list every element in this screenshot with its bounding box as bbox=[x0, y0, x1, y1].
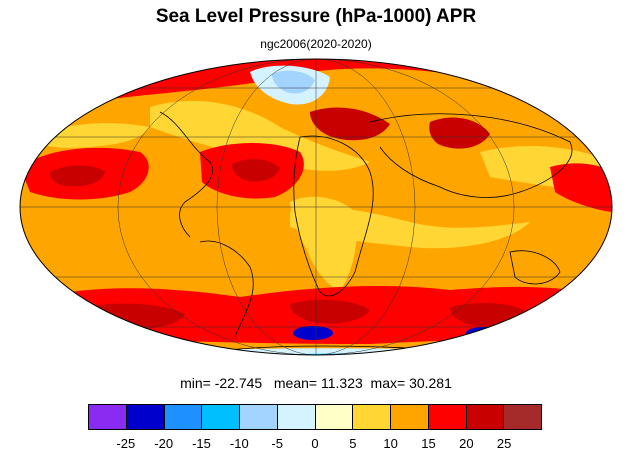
colorbar-swatch bbox=[466, 405, 505, 429]
colorbar-swatch bbox=[202, 405, 240, 429]
max-value: 30.281 bbox=[409, 375, 452, 391]
colorbar-swatch bbox=[126, 405, 165, 429]
colorbar-tick-label: 10 bbox=[383, 436, 398, 451]
colorbar-swatch bbox=[89, 405, 127, 429]
max-label: max= bbox=[370, 375, 406, 391]
colorbar-swatch bbox=[391, 405, 429, 429]
min-value: -22.745 bbox=[214, 375, 263, 391]
colorbar-tick-label: 5 bbox=[349, 436, 357, 451]
colorbar-swatch bbox=[353, 405, 391, 429]
colorbar-tick-label: 25 bbox=[496, 436, 512, 451]
stats-line: min= -22.745 mean= 11.323 max= 30.281 bbox=[0, 375, 632, 391]
colorbar-tick-label: -5 bbox=[271, 436, 283, 451]
west-pacific-high bbox=[550, 163, 612, 212]
colorbar-swatch bbox=[504, 405, 541, 429]
colorbar bbox=[88, 404, 542, 430]
north-atlantic-high-core bbox=[232, 159, 280, 182]
colorbar-tick-label: 0 bbox=[311, 436, 319, 451]
north-yellow-patch bbox=[150, 100, 370, 171]
southern-ocean-blue bbox=[210, 353, 510, 355]
colorbar-swatch bbox=[315, 405, 354, 429]
colorbar-tick-label: -10 bbox=[229, 436, 249, 451]
colorbar-ticks: -25 -20 -15 -10 -5 0 5 10 15 20 25 bbox=[88, 436, 542, 452]
mean-value: 11.323 bbox=[320, 375, 363, 391]
colorbar-swatch bbox=[428, 405, 467, 429]
colorbar-swatch bbox=[164, 405, 203, 429]
colorbar-tick-label: -25 bbox=[116, 436, 136, 451]
southern-low-core-1 bbox=[293, 326, 333, 340]
colorbar-swatch bbox=[240, 405, 278, 429]
mollweide-map bbox=[19, 58, 613, 356]
colorbar-tick-label: -20 bbox=[154, 436, 174, 451]
plot-subtitle: ngc2006(2020-2020) bbox=[260, 37, 372, 51]
min-label: min= bbox=[180, 375, 211, 391]
africa-yellow bbox=[290, 196, 357, 292]
south-atlantic-high-core bbox=[290, 299, 370, 324]
north-pacific-high-core bbox=[50, 165, 105, 187]
colorbar-tick-label: -15 bbox=[192, 436, 211, 451]
mean-label: mean= bbox=[273, 375, 318, 391]
colorbar-tick-label: 20 bbox=[459, 436, 474, 451]
map-border bbox=[19, 58, 613, 356]
colorbar-tick-label: 15 bbox=[421, 436, 436, 451]
siberia-high bbox=[429, 117, 490, 149]
europe-high bbox=[310, 107, 390, 141]
plot-title: Sea Level Pressure (hPa-1000) APR bbox=[155, 6, 477, 27]
pressure-field bbox=[20, 59, 612, 355]
southern-ocean-light bbox=[160, 348, 530, 355]
colorbar-swatch bbox=[277, 405, 316, 429]
